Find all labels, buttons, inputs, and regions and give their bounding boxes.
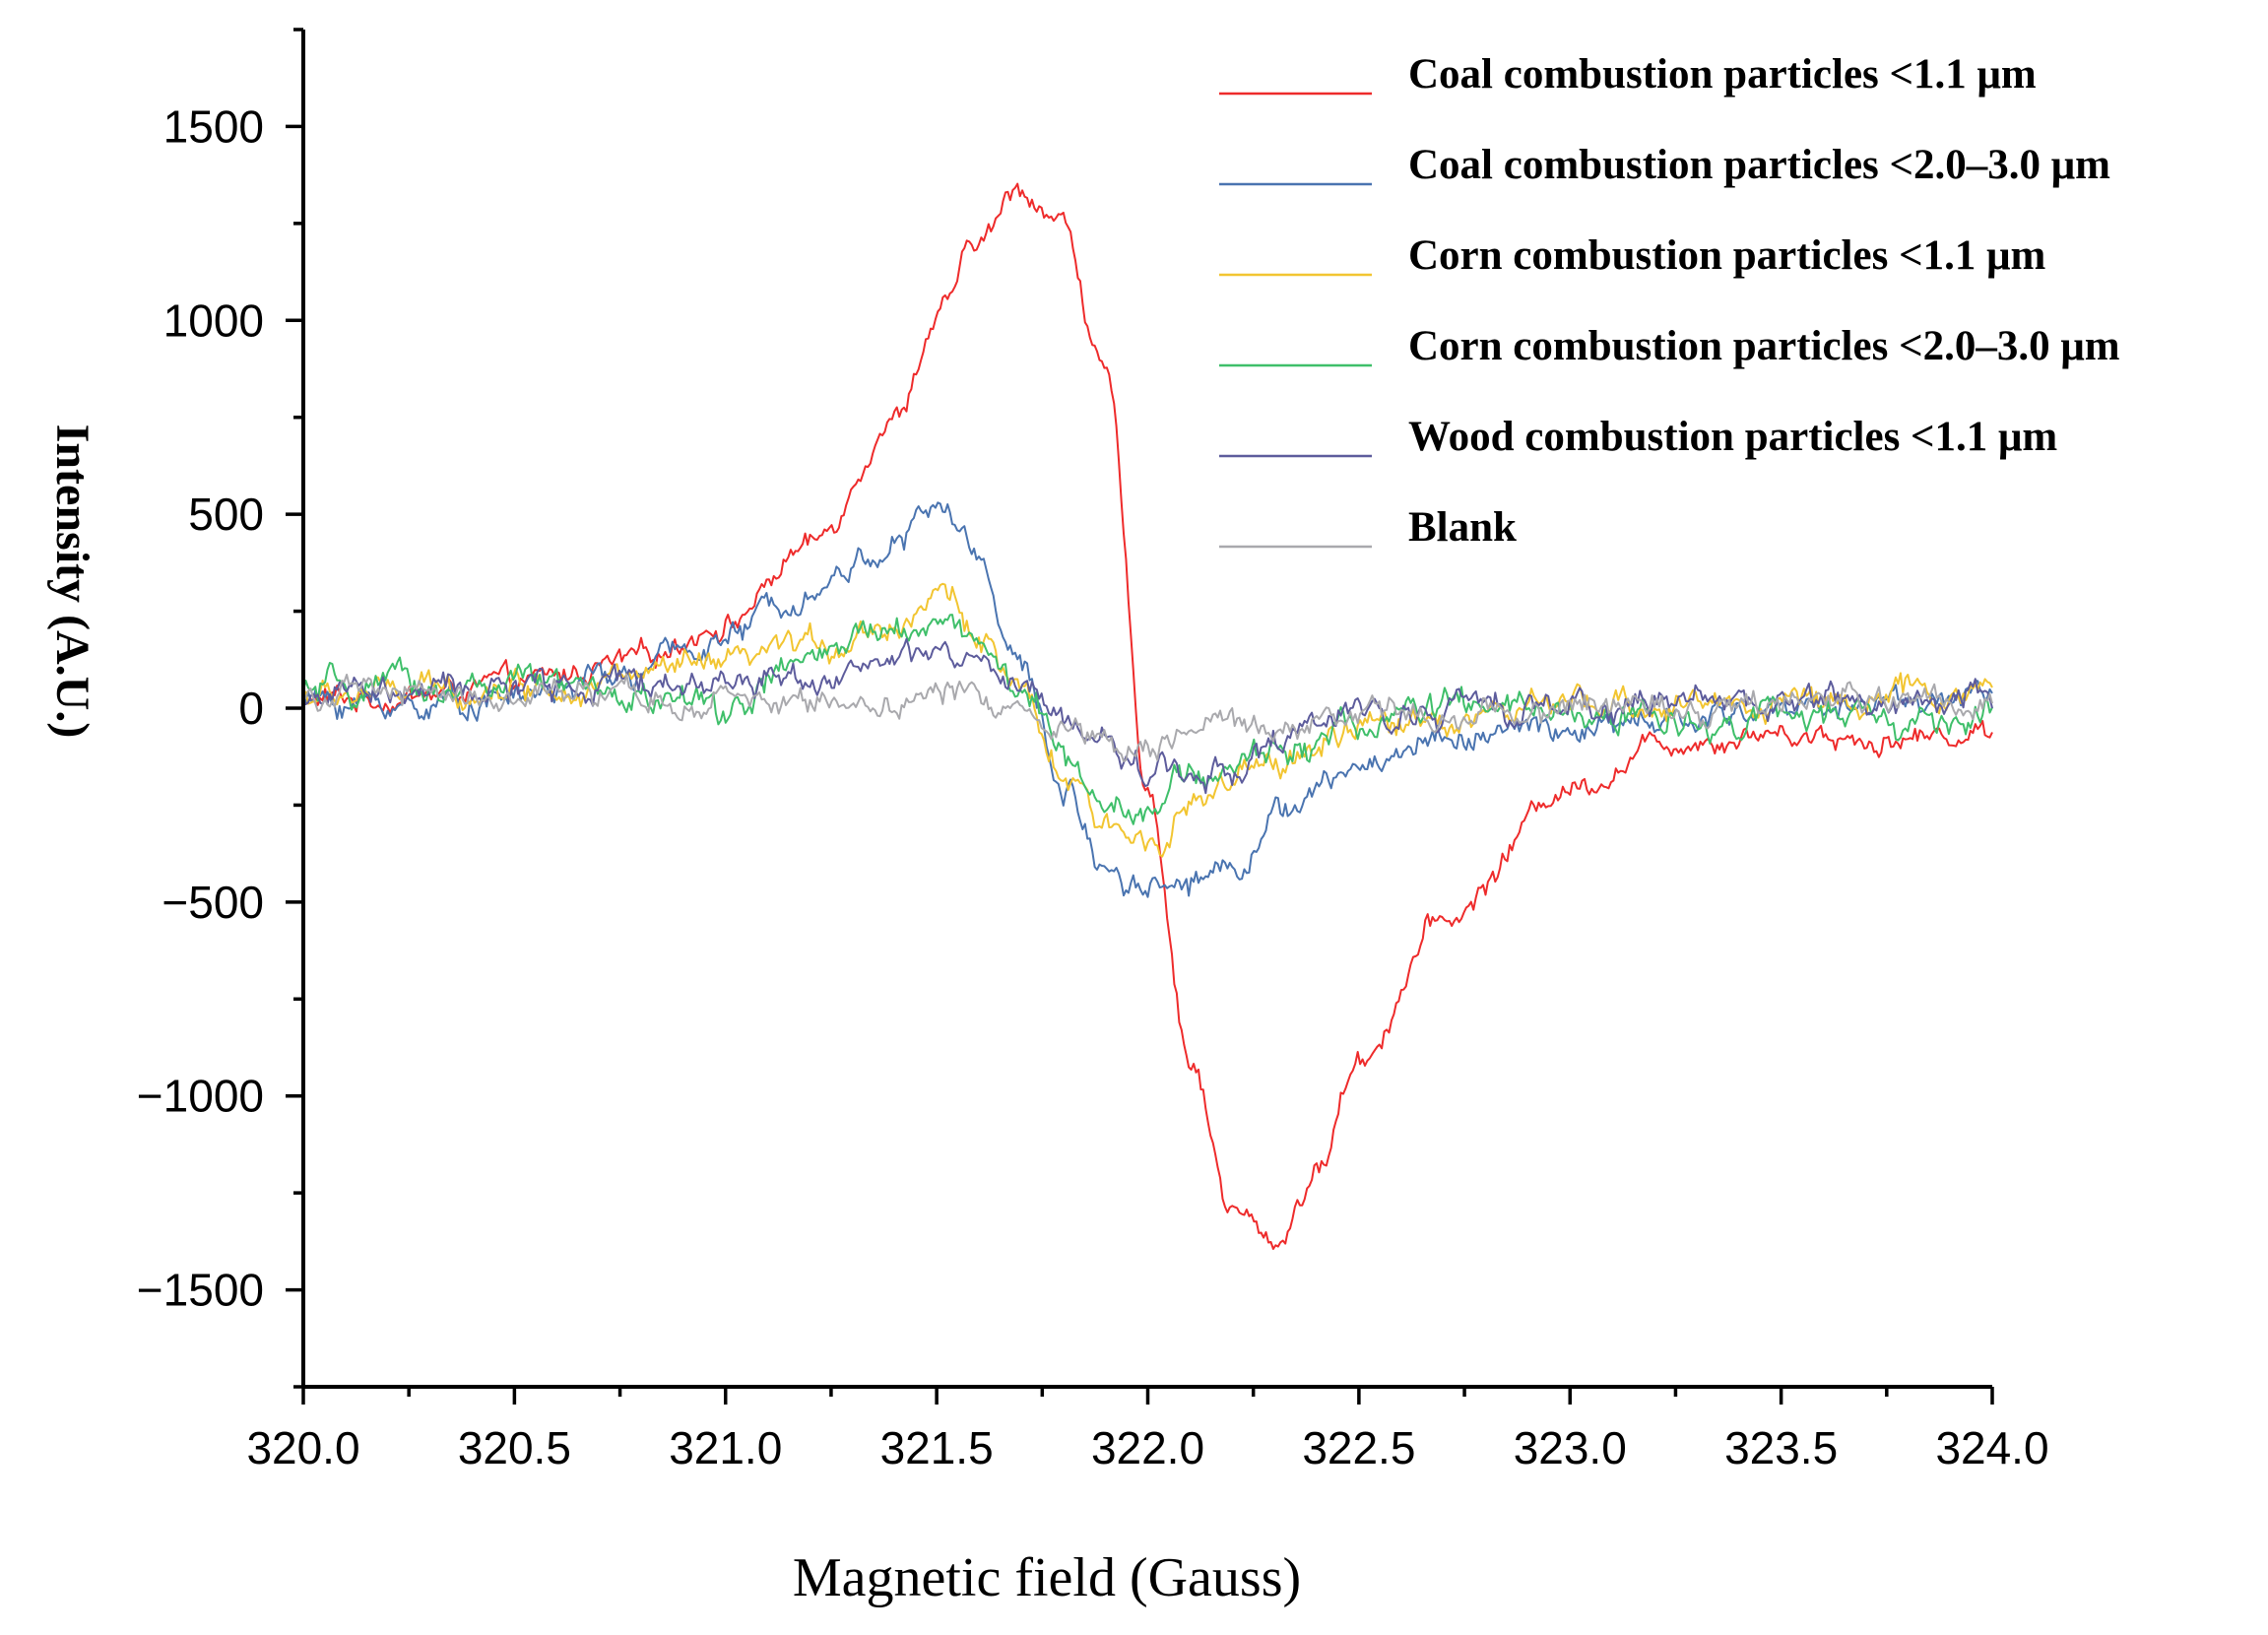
- x-axis-title: Magnetic field (Gauss): [793, 1547, 1301, 1608]
- y-tick-label: 1000: [163, 294, 264, 346]
- x-tick-label: 322.5: [1302, 1422, 1415, 1473]
- legend-label-2: Coal combustion particles <2.0–3.0 μm: [1408, 142, 2110, 188]
- x-tick-label: 321.5: [880, 1422, 994, 1473]
- legend-label-3: Corn combustion particles <1.1 μm: [1408, 232, 2045, 279]
- series-line-4: [302, 614, 1993, 825]
- series-layer: [302, 182, 1993, 1250]
- series-line-5: [302, 637, 1993, 795]
- series-line-2: [302, 501, 1993, 898]
- legend: Coal combustion particles <1.1 μm Coal co…: [1219, 51, 2120, 551]
- x-tick-label: 321.0: [669, 1422, 782, 1473]
- y-tick-label: 1500: [163, 100, 264, 152]
- x-tick-label: 323.5: [1724, 1422, 1838, 1473]
- y-tick-label: −1500: [137, 1265, 264, 1316]
- x-tick-label: 323.0: [1514, 1422, 1627, 1473]
- y-tick-label: 500: [188, 489, 264, 540]
- legend-label-6: Blank: [1408, 504, 1517, 551]
- y-tick-label: −1000: [137, 1071, 264, 1122]
- legend-label-5: Wood combustion particles <1.1 μm: [1408, 414, 2057, 460]
- y-axis-title: Intensity (A.U.): [46, 425, 98, 739]
- series-line-3: [302, 582, 1993, 858]
- legend-label-4: Corn combustion particles <2.0–3.0 μm: [1408, 323, 2120, 369]
- x-tick-label: 324.0: [1935, 1422, 2048, 1473]
- ticks: 320.0 320.5 321.0 321.5 322.0 322.5 323.0 323.5…: [137, 28, 2049, 1473]
- legend-label-1: Coal combustion particles <1.1 μm: [1408, 51, 2037, 98]
- series-line-6: [302, 674, 1993, 762]
- y-tick-label: 0: [238, 683, 264, 734]
- x-tick-label: 320.0: [246, 1422, 359, 1473]
- x-tick-label: 322.0: [1091, 1422, 1204, 1473]
- x-tick-label: 320.5: [458, 1422, 571, 1473]
- y-tick-label: −500: [162, 877, 264, 928]
